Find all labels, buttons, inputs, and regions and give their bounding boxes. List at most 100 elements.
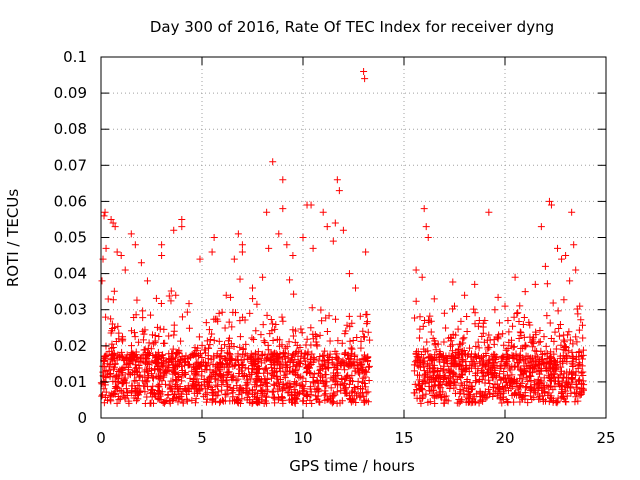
data-point xyxy=(149,399,157,407)
data-point xyxy=(501,302,509,310)
data-point xyxy=(279,176,287,184)
data-point xyxy=(549,299,557,307)
data-point xyxy=(422,390,430,398)
data-point xyxy=(440,399,448,407)
data-point xyxy=(555,380,563,388)
data-point xyxy=(263,375,271,383)
data-point xyxy=(491,381,499,389)
data-point xyxy=(468,385,476,393)
data-point xyxy=(426,312,434,320)
data-point xyxy=(345,312,353,320)
data-point xyxy=(170,394,178,402)
data-point xyxy=(579,321,587,329)
data-point xyxy=(167,297,175,305)
data-point xyxy=(424,347,432,355)
data-point xyxy=(261,366,269,374)
data-point xyxy=(231,362,239,370)
data-point xyxy=(519,395,527,403)
data-point xyxy=(357,344,365,352)
data-point xyxy=(462,398,470,406)
data-point xyxy=(104,360,112,368)
data-point xyxy=(272,321,280,329)
data-point xyxy=(158,388,166,396)
data-point xyxy=(238,361,246,369)
data-point xyxy=(511,362,519,370)
data-point xyxy=(273,355,281,363)
data-point xyxy=(319,208,327,216)
data-point xyxy=(269,336,277,344)
data-point xyxy=(476,358,484,366)
data-point xyxy=(356,393,364,401)
data-point xyxy=(253,396,261,404)
data-point xyxy=(111,324,119,332)
data-point xyxy=(543,363,551,371)
data-point xyxy=(203,382,211,390)
data-point xyxy=(217,373,225,381)
data-point xyxy=(115,396,123,404)
data-point xyxy=(142,378,150,386)
data-point xyxy=(236,275,244,283)
data-point xyxy=(321,378,329,386)
data-point xyxy=(131,385,139,393)
y-tick-label: 0.09 xyxy=(54,84,87,102)
data-point xyxy=(543,312,551,320)
data-point xyxy=(223,368,231,376)
data-point xyxy=(436,358,444,366)
data-point xyxy=(360,355,368,363)
data-point xyxy=(474,338,482,346)
data-point xyxy=(489,362,497,370)
data-point xyxy=(166,354,174,362)
data-point xyxy=(496,384,504,392)
data-point xyxy=(531,381,539,389)
data-point xyxy=(238,241,246,249)
data-point xyxy=(463,328,471,336)
data-point xyxy=(540,389,548,397)
data-point xyxy=(539,397,547,405)
data-point xyxy=(279,317,287,325)
data-point xyxy=(536,338,544,346)
data-point xyxy=(479,323,487,331)
data-point xyxy=(436,372,444,380)
data-point xyxy=(178,223,186,231)
data-point xyxy=(159,351,167,359)
data-point xyxy=(224,381,232,389)
data-point xyxy=(426,353,434,361)
data-point xyxy=(261,357,269,365)
data-point xyxy=(307,201,315,209)
data-point xyxy=(234,350,242,358)
data-point xyxy=(257,359,265,367)
data-point xyxy=(418,394,426,402)
data-point xyxy=(281,374,289,382)
data-point xyxy=(560,370,568,378)
data-point xyxy=(365,376,373,384)
data-point xyxy=(311,379,319,387)
data-point xyxy=(570,241,578,249)
data-point xyxy=(536,327,544,335)
data-point xyxy=(288,351,296,359)
data-point xyxy=(289,252,297,260)
data-point xyxy=(411,380,419,388)
data-point xyxy=(165,332,173,340)
data-point xyxy=(440,375,448,383)
data-point xyxy=(149,374,157,382)
data-point xyxy=(144,344,152,352)
data-point xyxy=(303,335,311,343)
data-point xyxy=(111,360,119,368)
data-point xyxy=(430,295,438,303)
data-point xyxy=(221,391,229,399)
data-point xyxy=(529,335,537,343)
data-point xyxy=(196,255,204,263)
data-point xyxy=(221,355,229,363)
data-point xyxy=(551,328,559,336)
data-point xyxy=(302,377,310,385)
data-point xyxy=(250,335,258,343)
data-point xyxy=(557,341,565,349)
data-point xyxy=(575,353,583,361)
data-point xyxy=(334,337,342,345)
data-point xyxy=(521,389,529,397)
data-point xyxy=(497,376,505,384)
data-point xyxy=(365,362,373,370)
data-point xyxy=(335,187,343,195)
axis-ticks: 0 0.01 0.02 0.03 0.04 0.05 0.06 0.07 0.08 0.09 0.1… xyxy=(54,48,616,447)
